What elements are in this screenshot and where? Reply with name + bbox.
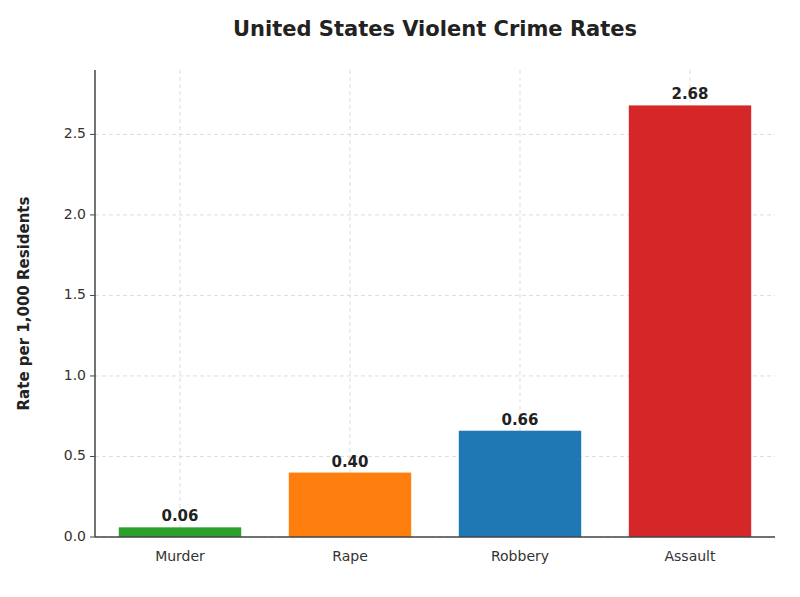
y-tick	[90, 456, 95, 457]
x-tick-label: Rape	[332, 548, 368, 564]
y-tick	[90, 295, 95, 296]
y-tick	[90, 134, 95, 135]
axes: 0.0 0.5 1.0 1.5 2.0 2.5 Murder Rape Robbery Assau…	[64, 70, 775, 564]
y-tick	[90, 375, 95, 376]
y-axis-label: Rate per 1,000 Residents	[15, 196, 33, 410]
data-label: 0.06	[161, 507, 198, 525]
y-tick-label: 1.5	[64, 286, 86, 302]
bars	[119, 105, 751, 537]
x-tick-label: Murder	[155, 548, 205, 564]
y-axis-line	[94, 70, 96, 537]
data-label: 0.40	[331, 453, 368, 471]
y-tick-label: 2.5	[64, 125, 86, 141]
grid-line	[95, 537, 775, 538]
bar	[629, 105, 751, 537]
data-label: 0.66	[501, 411, 538, 429]
y-tick-label: 0.5	[64, 447, 86, 463]
y-tick-label: 2.0	[64, 206, 86, 222]
y-tick-label: 0.0	[64, 528, 86, 544]
y-tick	[90, 537, 95, 538]
grid-line	[180, 70, 181, 537]
bar	[289, 473, 411, 537]
title: United States Violent Crime Rates	[233, 17, 637, 41]
bar	[459, 431, 581, 537]
x-tick-label: Robbery	[491, 548, 549, 564]
y-tick-label: 1.0	[64, 367, 86, 383]
x-axis-line	[95, 536, 775, 538]
grid	[95, 70, 775, 537]
bar	[119, 527, 241, 537]
y-tick	[90, 214, 95, 215]
data-label: 2.68	[671, 85, 708, 103]
data-labels: 0.06 0.40 0.66 2.68	[161, 85, 708, 525]
chart: 0.06 0.40 0.66 2.68 0.0 0.5 1.0 1.5 2.0 2.5 Murder…	[0, 0, 800, 597]
x-tick-label: Assault	[665, 548, 717, 564]
